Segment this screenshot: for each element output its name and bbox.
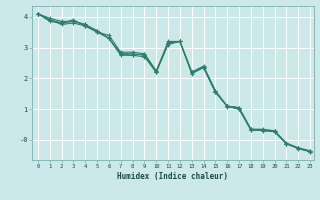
X-axis label: Humidex (Indice chaleur): Humidex (Indice chaleur) (117, 172, 228, 181)
